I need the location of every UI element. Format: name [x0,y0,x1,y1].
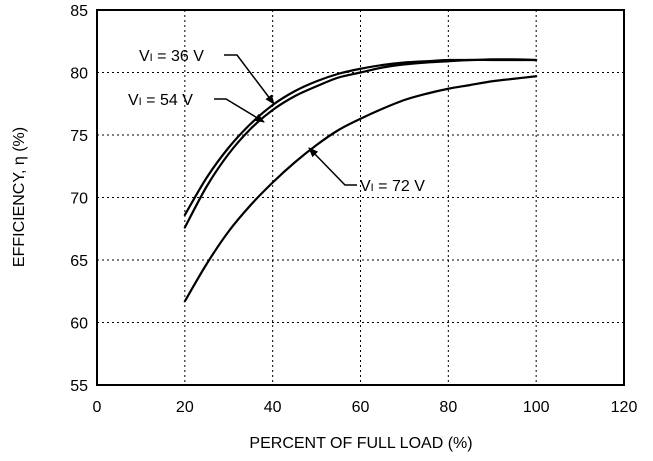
annotation-subscript: I [371,182,374,194]
annotation-vi-36v: VI = 36 V [139,48,204,65]
series-line-vi-54v [183,58,538,229]
annotation-vi-72v: VI = 72 V [360,178,425,195]
x-tick-label: 40 [264,399,282,416]
x-tick-label: 20 [176,399,194,416]
x-axis-label: PERCENT OF FULL LOAD (%) [249,435,472,452]
x-tick-label: 120 [611,399,638,416]
annotation-var: V [360,178,371,195]
y-tick-label: 55 [70,378,88,395]
annotation-leader-arrow [214,98,265,123]
y-tick-label: 65 [70,253,88,270]
x-tick-label: 60 [352,399,370,416]
grid-lines [97,10,624,385]
y-tick-label: 85 [70,3,88,20]
annotation-value: = 36 V [153,48,204,65]
x-tick-label: 100 [523,399,550,416]
annotation-var: V [128,92,139,109]
annotation-value: = 72 V [374,178,425,195]
annotation-subscript: I [150,52,153,64]
annotation-value: = 54 V [142,92,193,109]
annotation-subscript: I [139,96,142,108]
y-tick-label: 60 [70,316,88,333]
series-lines [183,58,538,303]
x-tick-label: 80 [439,399,457,416]
tick-labels: 0 20 40 60 80 100 120 55 60 65 70 75 80 85 [70,3,637,416]
series-annotations: VI = 36 VVI = 54 VVI = 72 V [128,48,425,195]
annotation-vi-54v: VI = 54 V [128,92,193,109]
y-tick-label: 70 [70,191,88,208]
annotation-var: V [139,48,150,65]
y-tick-label: 80 [70,66,88,83]
plot-frame [96,9,625,386]
annotation-leader-arrow [308,147,357,186]
annotation-leader-arrow [224,54,275,105]
y-tick-label: 75 [70,128,88,145]
x-tick-label: 0 [93,399,102,416]
y-axis-label: EFFICIENCY, η (%) [11,127,28,267]
series-line-vi-72v [183,75,538,303]
